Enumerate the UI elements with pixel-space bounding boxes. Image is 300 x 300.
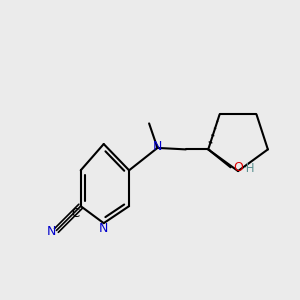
Text: N: N — [47, 225, 56, 239]
Text: N: N — [99, 222, 108, 235]
Text: N: N — [153, 140, 163, 153]
Text: ·H: ·H — [243, 162, 255, 175]
Text: O: O — [234, 161, 244, 174]
Text: C: C — [71, 207, 79, 220]
